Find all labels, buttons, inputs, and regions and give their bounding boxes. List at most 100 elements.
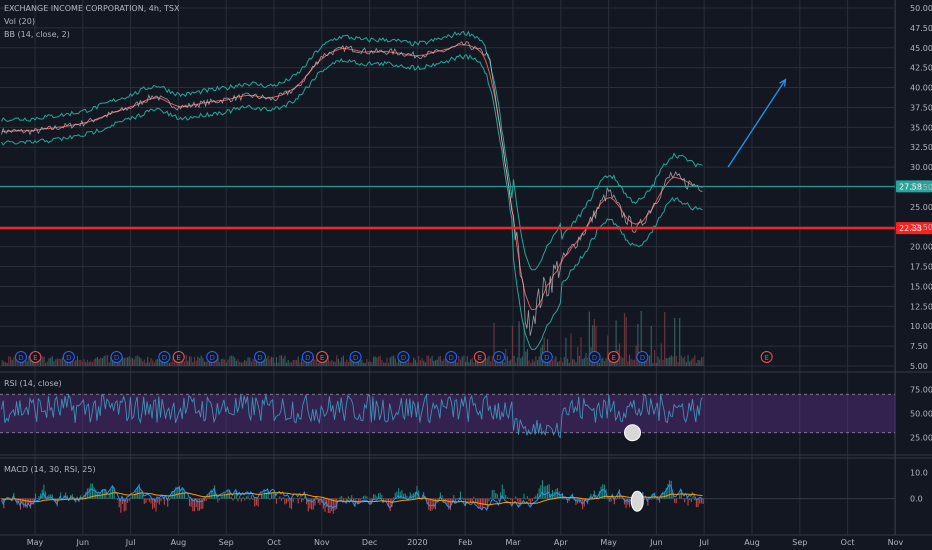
macd-hist-bar — [533, 497, 535, 499]
macd-hist-bar — [86, 488, 88, 499]
volume-bar — [60, 359, 62, 366]
volume-bar — [583, 357, 585, 366]
volume-bar — [158, 359, 161, 366]
macd-hist-bar — [382, 498, 385, 502]
macd-hist-bar — [648, 498, 651, 500]
macd-hist-bar — [672, 493, 674, 499]
volume-bar — [242, 362, 244, 366]
macd-hist-bar — [224, 493, 226, 499]
macd-hist-bar — [377, 493, 380, 499]
volume-bar — [205, 361, 207, 366]
macd-hist-bar — [205, 498, 207, 501]
volume-bar — [6, 362, 8, 366]
macd-hist-bar — [232, 498, 234, 501]
volume-bar — [346, 359, 348, 366]
volume-bar — [471, 357, 473, 366]
macd-hist-bar — [429, 498, 431, 512]
macd-hist-bar — [35, 493, 37, 499]
volume-bar — [682, 357, 684, 366]
volume-bar — [75, 360, 77, 366]
macd-hist-bar — [172, 490, 174, 499]
volume-bar — [188, 356, 191, 366]
volume-bar — [680, 355, 682, 366]
marker-label: D — [544, 354, 549, 362]
macd-hist-bar — [692, 495, 694, 499]
marker-D — [349, 351, 362, 363]
volume-bar — [573, 359, 575, 366]
macd-hist-bar — [111, 485, 114, 499]
volume-bar — [361, 360, 363, 366]
volume-bar — [4, 361, 7, 366]
macd-hist-bar — [458, 497, 460, 499]
macd-hist-bar — [376, 496, 378, 499]
volume-bar — [622, 357, 624, 366]
macd-hist-bar — [501, 484, 503, 499]
macd-hist-bar — [317, 498, 319, 503]
volume-bar — [491, 356, 493, 366]
symbol-title[interactable]: EXCHANGE INCOME CORPORATION, 4h, TSX — [4, 4, 180, 13]
macd-hist-bar — [193, 498, 196, 512]
price-tick-label: 25.00 — [910, 203, 932, 212]
macd-hist-bar — [1, 498, 3, 502]
volume-bar — [598, 362, 601, 366]
macd-hist-bar — [357, 498, 359, 504]
volume-bar — [367, 361, 370, 366]
trend-arrow-head — [779, 78, 787, 87]
macd-hist-bar — [185, 497, 187, 499]
volume-bar — [61, 357, 63, 366]
rsi-indicator-label[interactable]: RSI (14, close) — [4, 379, 62, 388]
volume-indicator-label[interactable]: Vol (20) — [4, 17, 35, 26]
volume-bar — [289, 362, 291, 366]
macd-highlight-ellipse — [630, 490, 644, 512]
macd-hist-bar — [548, 484, 550, 499]
volume-bar — [424, 362, 427, 366]
volume-bar — [96, 356, 99, 366]
macd-hist-bar — [700, 498, 702, 504]
macd-hist-bar — [178, 485, 180, 499]
volume-bar — [426, 355, 428, 366]
macd-hist-bar — [664, 492, 666, 499]
volume-bar — [615, 320, 617, 366]
macd-hist-bar — [123, 498, 125, 512]
volume-bar — [689, 361, 691, 366]
macd-hist-bar — [516, 498, 518, 502]
volume-bar — [563, 356, 565, 366]
volume-bar — [431, 355, 433, 366]
volume-bar — [43, 356, 45, 366]
price-tick-label: 42.50 — [910, 64, 932, 73]
bb-indicator-label[interactable]: BB (14, close, 2) — [4, 30, 70, 39]
volume-bar — [558, 360, 560, 366]
macd-indicator-label[interactable]: MACD (14, 30, RSI, 25) — [4, 465, 96, 474]
volume-bar — [173, 360, 176, 366]
volume-bar — [359, 359, 361, 366]
volume-bar — [384, 362, 386, 366]
marker-label: E — [612, 354, 616, 362]
macd-hist-bar — [247, 495, 249, 499]
macd-hist-bar — [670, 480, 672, 499]
macd-hist-bar — [250, 495, 252, 499]
volume-bar — [55, 359, 57, 366]
volume-bar — [516, 357, 519, 366]
volume-bar — [16, 357, 18, 366]
macd-hist-bar — [568, 498, 570, 502]
volume-bar — [217, 355, 219, 366]
macd-hist-bar — [31, 498, 33, 502]
macd-hist-bar — [386, 498, 388, 501]
macd-hist-bar — [525, 498, 527, 500]
macd-hist-bar — [448, 498, 450, 510]
volume-bar — [488, 355, 490, 366]
volume-bar — [501, 359, 503, 366]
volume-bar — [48, 358, 50, 366]
volume-bar — [602, 357, 604, 366]
horizontal-levels[interactable]: 27.58 22.33 — [0, 78, 932, 235]
macd-hist-bar — [613, 498, 615, 505]
macd-hist-bar — [526, 496, 528, 499]
volume-bar — [416, 362, 418, 366]
volume-bar — [560, 357, 562, 366]
volume-bar — [326, 357, 328, 366]
volume-bar — [29, 359, 32, 366]
volume-bar — [485, 357, 487, 366]
volume-bar — [135, 356, 137, 366]
